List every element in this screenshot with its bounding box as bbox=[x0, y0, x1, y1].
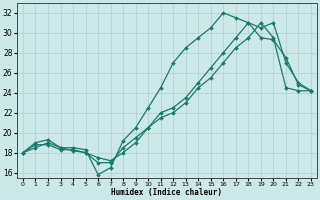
X-axis label: Humidex (Indice chaleur): Humidex (Indice chaleur) bbox=[111, 188, 222, 197]
